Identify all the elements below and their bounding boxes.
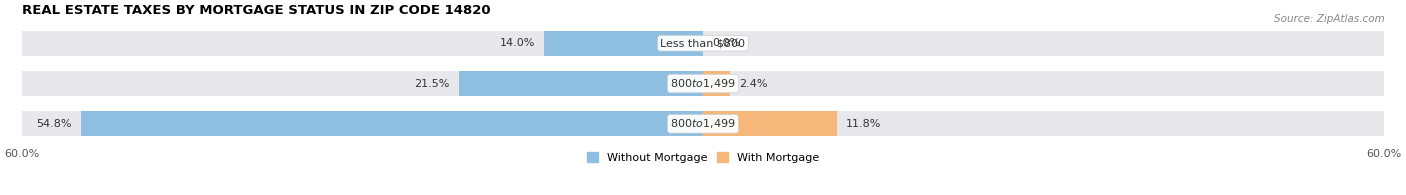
Bar — [80, 111, 703, 136]
Text: Source: ZipAtlas.com: Source: ZipAtlas.com — [1274, 14, 1385, 24]
Bar — [703, 111, 837, 136]
Text: 14.0%: 14.0% — [499, 38, 534, 48]
Legend: Without Mortgage, With Mortgage: Without Mortgage, With Mortgage — [588, 152, 818, 163]
Text: 0.0%: 0.0% — [711, 38, 741, 48]
Text: REAL ESTATE TAXES BY MORTGAGE STATUS IN ZIP CODE 14820: REAL ESTATE TAXES BY MORTGAGE STATUS IN … — [21, 4, 491, 17]
Text: Less than $800: Less than $800 — [661, 38, 745, 48]
Bar — [703, 71, 730, 96]
Bar — [544, 31, 703, 56]
Bar — [21, 111, 1385, 136]
Text: $800 to $1,499: $800 to $1,499 — [671, 77, 735, 90]
Bar — [21, 31, 1385, 56]
Bar — [458, 71, 703, 96]
Text: $800 to $1,499: $800 to $1,499 — [671, 117, 735, 130]
Text: 11.8%: 11.8% — [846, 119, 882, 129]
Text: 21.5%: 21.5% — [415, 79, 450, 89]
Text: 2.4%: 2.4% — [740, 79, 768, 89]
Text: 54.8%: 54.8% — [37, 119, 72, 129]
Bar — [21, 71, 1385, 96]
